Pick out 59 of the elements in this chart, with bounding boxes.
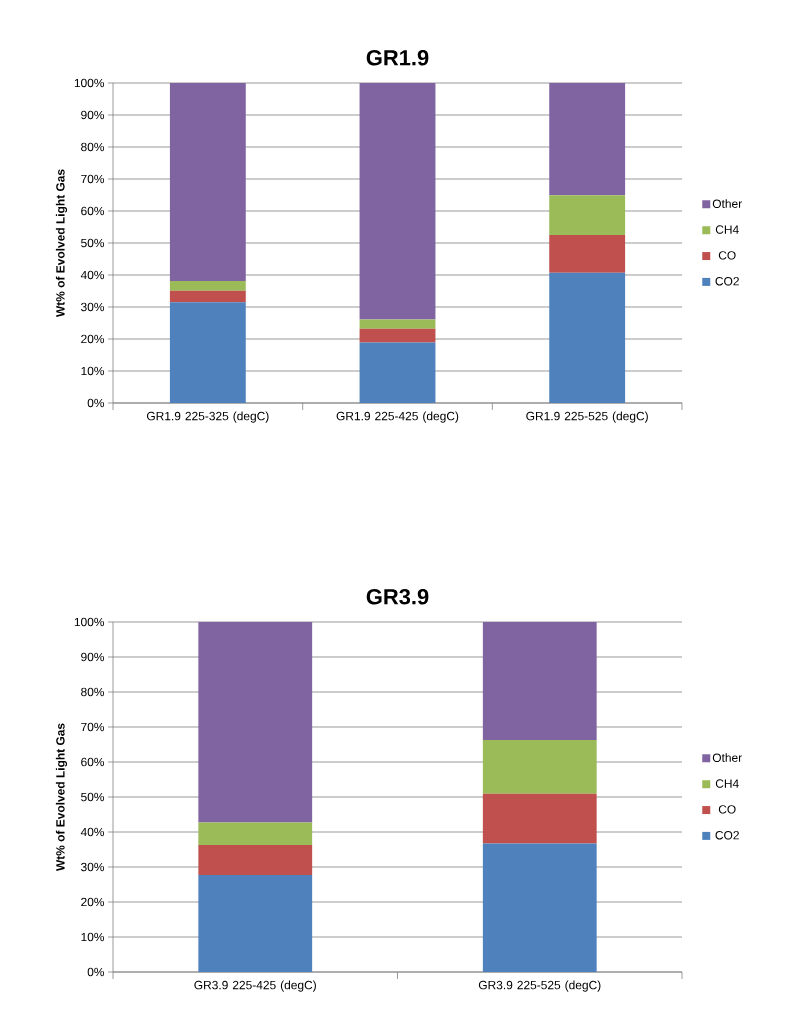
y-tick-label: 90% [81,652,105,662]
bar [198,875,313,972]
y-tick-label: 40% [80,270,105,280]
legend-label: Other [712,753,742,762]
y-tick-label: 30% [81,302,105,312]
bar [359,319,436,329]
bar [169,302,246,403]
y-axis-title: Wt% of Evolved Light Gas [55,169,68,318]
legend-label: Other [712,199,742,208]
y-tick-label: 100% [74,78,105,88]
y-tick-label: 20% [81,897,105,907]
bar [359,82,436,320]
y-tick-label: 80% [81,142,105,152]
bar [169,82,246,282]
y-tick-label: 70% [81,174,105,184]
bar [482,739,597,794]
legend-label: CO [718,805,736,814]
y-tick-label: 60% [81,206,105,216]
y-tick-label: 20% [81,334,105,344]
legend-label: CO [718,251,736,260]
x-tick-label: GR1.9 225-425 (degC) [336,411,459,423]
y-tick-label: 40% [80,827,105,837]
bar [482,793,597,844]
legend-label: CH4 [715,779,739,788]
legend-label: CO2 [715,276,739,286]
bar [482,843,597,972]
y-axis-title: Wt% of Evolved Light Gas [55,723,68,872]
chart-title: GR3.9 [366,588,429,605]
bar [359,328,436,343]
y-tick-label: 10% [81,932,105,942]
y-tick-label: 30% [81,862,105,872]
y-tick-label: 80% [81,687,105,697]
bar [198,844,313,876]
y-tick-label: 50% [81,792,105,802]
bar [359,342,436,403]
bar [549,272,626,403]
bar [482,622,597,740]
y-tick-label: 100% [74,617,105,627]
y-tick-label: 70% [81,722,105,732]
x-tick-label: GR1.9 225-525 (degC) [526,411,648,423]
y-tick-label: 60% [81,757,105,767]
bar [549,195,626,235]
legend-label: CO2 [715,830,739,840]
y-tick-label: 0% [87,967,105,977]
bar [549,234,626,273]
x-tick-label: GR1.9 225-325 (degC) [146,411,269,423]
bar [198,822,313,845]
y-tick-label: 0% [87,398,105,408]
bar [549,82,626,196]
x-tick-label: GR3.9 225-525 (degC) [478,980,601,992]
chart-title: GR1.9 [366,49,429,66]
legend-label: CH4 [715,225,739,234]
x-tick-label: GR3.9 225-425 (degC) [194,980,316,992]
y-tick-label: 90% [81,110,105,120]
y-tick-label: 10% [81,366,105,376]
bar [198,622,313,823]
bar [169,290,246,303]
y-tick-label: 50% [81,238,105,248]
bar [169,281,246,291]
